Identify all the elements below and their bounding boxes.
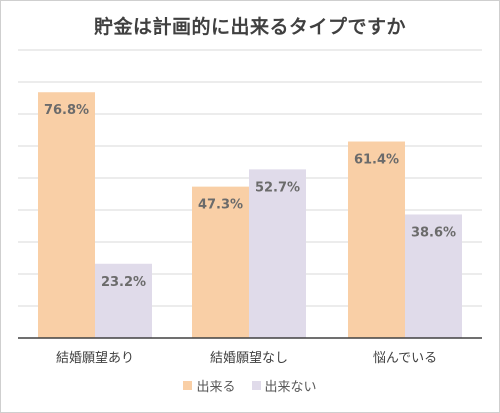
bar-dekiru-2 xyxy=(348,141,405,338)
legend-swatch-dekinai xyxy=(251,381,261,390)
bar-dekiru-0 xyxy=(38,92,95,339)
bar-dekinai-1 xyxy=(249,169,306,338)
data-label: 76.8% xyxy=(44,103,89,118)
bar-dekiru-1 xyxy=(192,186,249,338)
category-label: 悩んでいる xyxy=(373,351,437,366)
bar-dekinai-0 xyxy=(95,263,152,338)
bar-dekinai-2 xyxy=(405,214,462,338)
data-label: 38.6% xyxy=(411,225,456,240)
data-label: 23.2% xyxy=(101,275,146,290)
legend-label-dekiru: 出来る xyxy=(196,380,236,395)
category-label: 結婚願望あり xyxy=(56,350,134,366)
category-label: 結婚願望なし xyxy=(210,350,288,366)
chart-title: 貯金は計画的に出来るタイプですか xyxy=(93,16,406,38)
legend: 出来る 出来ない xyxy=(0,376,500,395)
data-label: 47.3% xyxy=(198,198,243,213)
data-label: 61.4% xyxy=(354,153,399,168)
legend-item-dekiru: 出来る xyxy=(183,376,236,395)
legend-item-dekinai: 出来ない xyxy=(251,376,317,395)
data-label: 52.7% xyxy=(255,180,300,195)
legend-label-dekinai: 出来ない xyxy=(264,380,317,395)
legend-swatch-dekiru xyxy=(183,381,193,390)
